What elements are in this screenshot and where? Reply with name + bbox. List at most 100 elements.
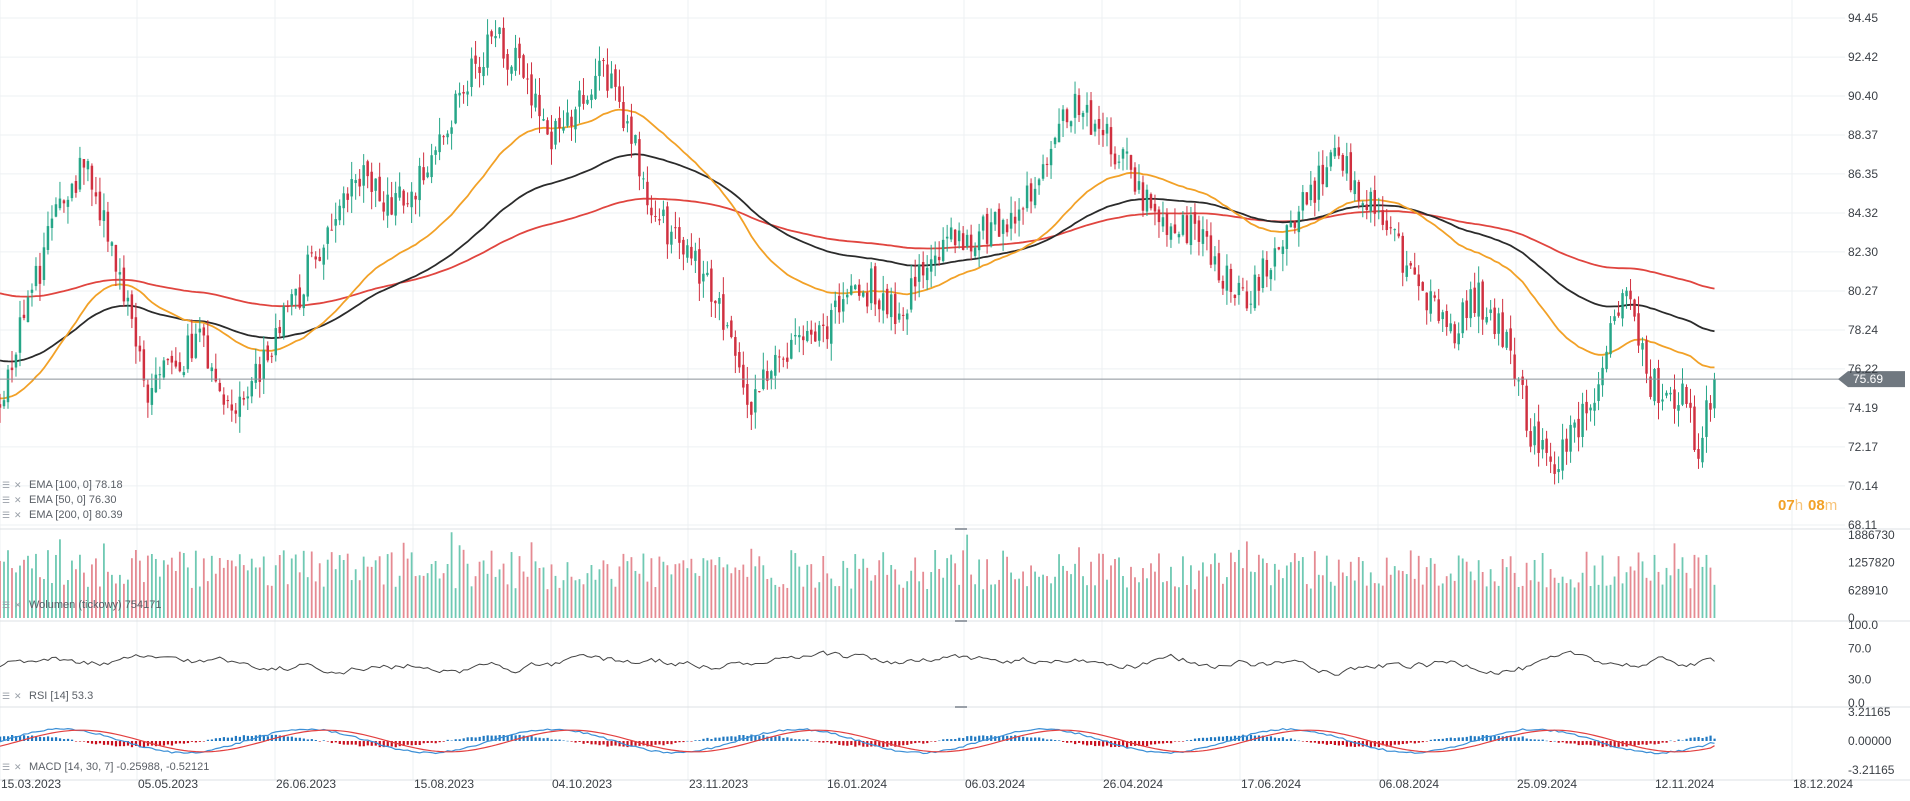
macd-histogram-bar	[750, 734, 753, 741]
time-tick-label: 17.06.2024	[1241, 777, 1301, 791]
macd-histogram-bar	[334, 741, 337, 743]
volume-bar	[922, 571, 925, 618]
macd-histogram-bar	[926, 741, 929, 744]
macd-histogram-bar	[358, 741, 361, 747]
volume-bar	[1114, 558, 1116, 618]
candle-body	[965, 234, 969, 247]
volume-label: Wolumen (tickowy) 754171	[29, 599, 161, 611]
macd-histogram-bar	[210, 739, 214, 741]
price-axis[interactable]: 94.45 92.42 90.40 88.37 86.35 84.32 82.30 80.27…	[1848, 11, 1895, 777]
macd-histogram-bar	[302, 738, 305, 741]
candle-body	[1537, 421, 1540, 453]
macd-histogram-bar	[1497, 735, 1500, 741]
macd-histogram-bar	[1046, 739, 1049, 741]
legend-menu-icon[interactable]: ☰	[2, 495, 10, 505]
legend-menu-icon[interactable]: ☰	[2, 510, 10, 520]
rsi-legend[interactable]: ☰ ✕ RSI [14] 53.3	[2, 690, 93, 702]
pane-dividers[interactable]	[0, 528, 1910, 781]
candle-body	[961, 233, 965, 250]
ema50-label: EMA [50, 0] 76.30	[29, 494, 116, 506]
volume-bar	[1661, 584, 1664, 618]
candle-body	[702, 273, 705, 282]
ema-lines	[0, 108, 1715, 400]
candle-body	[1341, 155, 1345, 171]
macd-histogram-bar	[1577, 741, 1580, 746]
legend-menu-icon[interactable]: ☰	[2, 600, 10, 610]
macd-histogram-bar	[1409, 741, 1412, 743]
volume-bar	[178, 551, 181, 618]
candle-body	[698, 249, 701, 284]
legend-close-icon[interactable]: ✕	[14, 691, 22, 701]
volume-bar	[446, 564, 449, 618]
volume-bar	[1453, 580, 1456, 618]
candle-body	[1225, 265, 1229, 291]
candle-body	[1433, 295, 1436, 298]
time-axis[interactable]: 15.03.2023 05.05.2023 26.06.2023 15.08.2023…	[1, 777, 1853, 791]
candle-body	[1389, 227, 1392, 229]
ema50-legend[interactable]: ☰ ✕ EMA [50, 0] 76.30	[2, 494, 116, 506]
candle-body	[386, 194, 389, 216]
candle-body	[1445, 310, 1448, 328]
volume-bar	[1693, 554, 1696, 618]
volume-bar	[1577, 582, 1580, 618]
ema100-legend[interactable]: ☰ ✕ EMA [100, 0] 78.18	[2, 479, 123, 491]
volume-bar	[218, 558, 221, 618]
legend-close-icon[interactable]: ✕	[14, 762, 22, 772]
volume-bar	[1110, 565, 1112, 618]
candle-body	[714, 300, 717, 304]
legend-close-icon[interactable]: ✕	[14, 600, 22, 610]
macd-histogram-bar	[1229, 736, 1233, 741]
macd-histogram-bar	[994, 736, 997, 741]
volume-bar	[730, 573, 733, 618]
volume-bar	[1709, 567, 1712, 618]
candle-body	[997, 208, 1001, 237]
legend-menu-icon[interactable]: ☰	[2, 762, 10, 772]
legend-close-icon[interactable]: ✕	[14, 495, 22, 505]
ema200-legend[interactable]: ☰ ✕ EMA [200, 0] 80.39	[2, 509, 123, 521]
candle-body	[286, 305, 289, 307]
volume-bar	[150, 554, 153, 618]
candle-body	[502, 27, 505, 59]
candle-body	[1553, 464, 1556, 474]
volume-bar	[1222, 583, 1224, 618]
macd-histogram-bar	[1086, 741, 1089, 746]
macd-histogram-bar	[294, 737, 297, 741]
volume-bar	[638, 573, 641, 618]
legend-menu-icon[interactable]: ☰	[2, 480, 10, 490]
macd-histogram-bar	[574, 741, 577, 743]
candle-body	[774, 354, 777, 376]
volume-legend[interactable]: ☰ ✕ Wolumen (tickowy) 754171	[2, 599, 161, 611]
candle-body	[1133, 167, 1137, 192]
candle-body	[662, 209, 665, 217]
candle-body	[170, 355, 174, 363]
candle-body	[110, 242, 114, 246]
volume-bar	[1154, 571, 1156, 618]
volume-bar	[1122, 575, 1124, 618]
volume-bar	[1625, 572, 1628, 618]
volume-bar	[43, 578, 45, 618]
macd-legend[interactable]: ☰ ✕ MACD [14, 30, 7] -0.25988, -0.52121	[2, 761, 209, 773]
macd-histogram-bar	[846, 741, 849, 746]
macd-histogram-bar	[134, 741, 138, 746]
macd-histogram-bar	[586, 741, 589, 744]
macd-histogram-bar	[1581, 741, 1584, 745]
legend-close-icon[interactable]: ✕	[14, 480, 22, 490]
volume-bar	[538, 568, 541, 618]
volume-bar	[1553, 577, 1556, 618]
volume-bar	[1581, 572, 1584, 618]
volume-bar	[202, 558, 205, 618]
legend-close-icon[interactable]: ✕	[14, 510, 22, 520]
candle-body	[646, 181, 649, 206]
candle-body	[454, 93, 457, 124]
legend-menu-icon[interactable]: ☰	[2, 691, 10, 701]
volume-bar	[586, 573, 589, 618]
volume-bar	[1006, 556, 1008, 618]
volume-tick-label: 628910	[1848, 583, 1888, 597]
candle-body	[1681, 383, 1684, 405]
candle-body	[1405, 265, 1408, 277]
macd-histogram-bar	[1645, 741, 1648, 745]
time-tick-label: 05.05.2023	[138, 777, 198, 791]
candle-body	[1337, 147, 1341, 156]
